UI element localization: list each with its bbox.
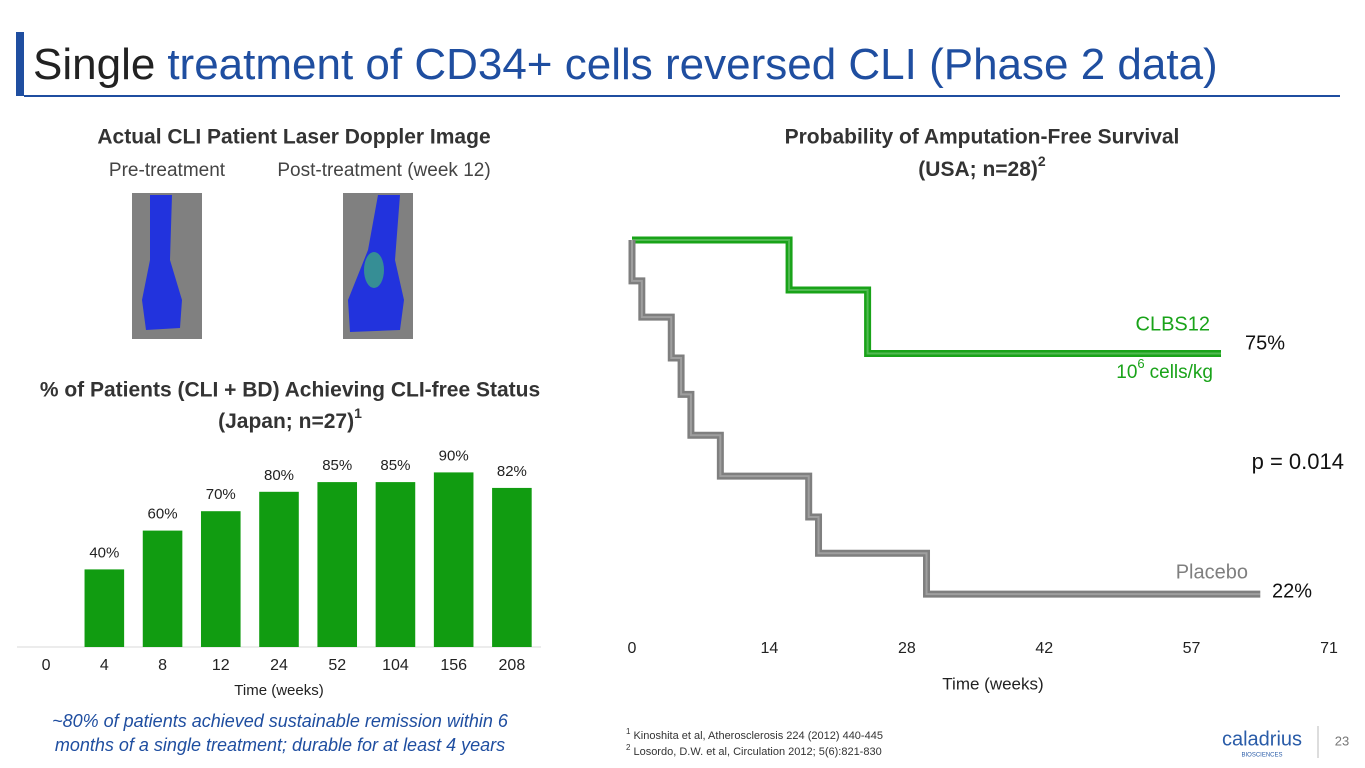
pre-label: Pre-treatment: [109, 160, 226, 181]
slide-title: Single treatment of CD34+ cells reversed …: [33, 40, 1218, 89]
x-tick-label: 24: [270, 657, 288, 674]
value-label: 80%: [264, 467, 294, 484]
series-highlight: [631, 240, 1261, 596]
value-label: 90%: [439, 447, 469, 464]
x-tick-label: 12: [212, 657, 230, 674]
bar: [142, 530, 183, 647]
value-label: 85%: [380, 457, 410, 474]
placebo-end-label: 22%: [1272, 580, 1312, 602]
bar: [84, 569, 125, 647]
title-lead: Single: [33, 40, 155, 89]
footnote-mark: 1: [626, 727, 631, 736]
doppler-pre: [132, 193, 202, 339]
bar: [375, 482, 416, 647]
bar: [259, 491, 299, 647]
x-tick-label: 0: [42, 657, 51, 674]
km-x-label: Time (weeks): [942, 674, 1043, 693]
images-title: Actual CLI Patient Laser Doppler Image: [97, 126, 490, 149]
x-tick-label: 8: [158, 657, 167, 674]
series-highlight: [632, 239, 1222, 355]
logo-sub: BIOSCIENCES: [1241, 753, 1282, 759]
value-label: 60%: [148, 506, 178, 523]
clbs-legend: CLBS12: [1136, 313, 1211, 335]
x-tick-label: 14: [761, 640, 779, 657]
x-tick-label: 208: [499, 657, 526, 674]
logo: caladrius: [1222, 728, 1302, 750]
footnote-mark: 2: [626, 743, 631, 752]
clbs-end-label: 75%: [1245, 332, 1285, 354]
dose-exp: 6: [1137, 356, 1144, 371]
value-label: 70%: [206, 486, 236, 503]
x-tick-label: 71: [1320, 640, 1338, 657]
placebo-legend: Placebo: [1176, 561, 1248, 583]
km-subtitle-note: 2: [1038, 153, 1046, 169]
title-rest: treatment of CD34+ cells reversed CLI (P…: [167, 40, 1217, 89]
bar: [433, 472, 474, 647]
km-subtitle: (USA; n=28)2: [918, 153, 1046, 181]
dose-unit: cells/kg: [1150, 362, 1213, 383]
bar-x-label: Time (weeks): [234, 682, 323, 699]
km-subtitle-text: (USA; n=28): [918, 158, 1038, 181]
value-label: 82%: [497, 463, 527, 480]
footnote: 1 Kinoshita et al, Atherosclerosis 224 (2…: [626, 727, 883, 742]
p-value: p = 0.014: [1252, 449, 1344, 474]
bar-subtitle-text: (Japan; n=27): [218, 410, 354, 433]
bar: [492, 487, 532, 647]
caption-line: ~80% of patients achieved sustainable re…: [52, 711, 509, 731]
value-label: 40%: [89, 544, 119, 561]
dose-base: 10: [1116, 362, 1137, 383]
x-tick-label: 52: [328, 657, 346, 674]
doppler-post: [343, 193, 413, 339]
x-tick-label: 42: [1035, 640, 1053, 657]
page-number: 23: [1335, 733, 1349, 748]
series-line: [632, 236, 1222, 357]
x-tick-label: 4: [100, 657, 109, 674]
x-tick-label: 28: [898, 640, 916, 657]
dose-label: 106 cells/kg: [1116, 356, 1213, 383]
x-tick-label: 0: [628, 640, 637, 657]
footnote: 2 Losordo, D.W. et al, Circulation 2012; …: [626, 743, 882, 758]
km-title: Probability of Amputation-Free Survival: [785, 126, 1180, 149]
x-tick-label: 57: [1183, 640, 1201, 657]
footnote-text: Kinoshita et al, Atherosclerosis 224 (20…: [633, 730, 883, 742]
bar-title: % of Patients (CLI + BD) Achieving CLI-f…: [40, 379, 540, 402]
bar-subtitle-note: 1: [354, 405, 362, 421]
post-label: Post-treatment (week 12): [277, 160, 490, 181]
bar: [200, 511, 241, 647]
x-tick-label: 104: [382, 657, 409, 674]
footnote-text: Losordo, D.W. et al, Circulation 2012; 5…: [633, 746, 881, 758]
value-label: 85%: [322, 457, 352, 474]
bar-subtitle: (Japan; n=27)1: [218, 405, 362, 433]
x-tick-label: 156: [440, 657, 467, 674]
bar: [317, 482, 358, 647]
title-accent: [16, 32, 24, 96]
caption-line: months of a single treatment; durable fo…: [55, 735, 505, 755]
series-line: [628, 240, 1261, 598]
